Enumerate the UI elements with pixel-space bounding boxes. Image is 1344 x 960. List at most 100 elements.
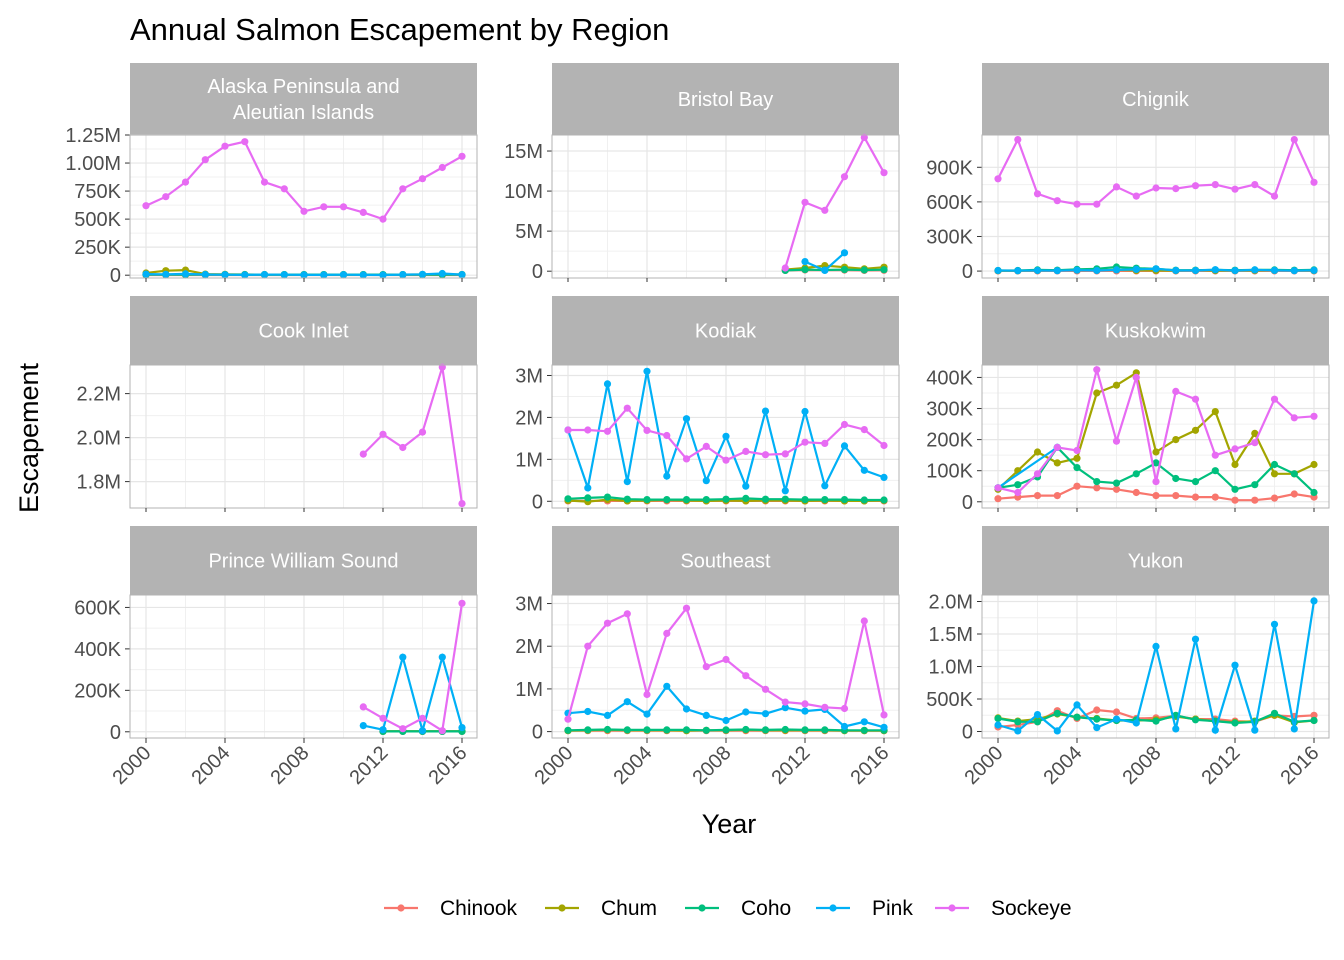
data-point-sockeye: [1132, 373, 1140, 381]
data-point-pink: [1172, 266, 1180, 275]
data-point-sockeye: [682, 604, 691, 612]
data-point-coho: [994, 714, 1002, 723]
data-point-chinook: [1251, 496, 1259, 504]
data-point-coho: [880, 266, 888, 274]
data-point-coho: [860, 266, 868, 274]
data-point-coho: [1093, 478, 1101, 486]
facet-strip-label: Bristol Bay: [678, 89, 774, 111]
data-point-coho: [1211, 467, 1219, 475]
data-point-coho: [821, 496, 829, 504]
y-tick-label: 2.0M: [77, 428, 121, 450]
y-tick-label: 5M: [515, 221, 543, 243]
y-tick-label: 0: [532, 491, 543, 513]
data-point-pink: [1211, 726, 1219, 734]
data-point-coho: [1231, 485, 1239, 493]
data-point-coho: [603, 725, 612, 734]
data-point-sockeye: [761, 451, 770, 459]
data-point-sockeye: [840, 420, 849, 429]
data-point-pink: [458, 271, 466, 279]
facet-strip-label: Cook Inlet: [258, 321, 348, 343]
data-point-pink: [1033, 266, 1042, 275]
data-point-chinook: [1073, 482, 1081, 490]
data-point-sockeye: [359, 703, 367, 711]
data-point-coho: [761, 495, 770, 503]
series-line-sockeye: [784, 135, 885, 269]
data-point-pink: [1290, 725, 1298, 733]
data-point-sockeye: [1014, 136, 1022, 144]
data-point-sockeye: [1053, 197, 1061, 205]
y-tick-label: 600K: [74, 597, 121, 619]
data-point-chinook: [1093, 706, 1101, 714]
data-point-coho: [1270, 460, 1279, 469]
data-point-coho: [1014, 481, 1022, 489]
data-point-sockeye: [418, 714, 427, 722]
data-point-coho: [1132, 470, 1140, 478]
data-point-pink: [1251, 266, 1259, 274]
y-tick-label: 100K: [926, 461, 973, 483]
x-tick-label: 2000: [961, 742, 1008, 789]
y-tick-label: 400K: [926, 367, 973, 389]
data-point-coho: [682, 726, 691, 734]
data-point-sockeye: [781, 450, 789, 458]
data-point-chinook: [1172, 492, 1180, 500]
data-point-pink: [702, 711, 710, 720]
y-axis-label: Escapement: [14, 362, 44, 513]
panel-prince-william-sound: Prince William Sound 0 200K 400K 600K 2000 200…: [74, 526, 478, 789]
data-point-chinook: [1132, 488, 1140, 497]
data-point-chum: [1172, 436, 1180, 444]
data-point-sockeye: [801, 700, 809, 708]
y-tick-label: 250K: [74, 237, 121, 259]
data-point-pink: [603, 711, 612, 720]
y-tick-label: 300K: [926, 399, 973, 421]
x-tick-label: 2012: [346, 742, 393, 789]
data-point-sockeye: [260, 178, 269, 186]
x-tick-label: 2016: [425, 742, 472, 789]
data-point-pink: [418, 727, 427, 735]
data-point-coho: [1053, 709, 1061, 717]
y-tick-label: 900K: [926, 157, 973, 179]
data-point-coho: [564, 726, 572, 734]
data-point-sockeye: [722, 456, 730, 464]
facet-strip: [130, 526, 477, 595]
data-point-chinook: [1290, 490, 1298, 498]
data-point-sockeye: [603, 619, 612, 627]
data-point-pink: [300, 271, 308, 279]
panel-chignik: Chignik 0 300K 600K 900K: [926, 63, 1330, 283]
data-point-pink: [584, 707, 592, 716]
data-point-sockeye: [399, 725, 407, 733]
x-tick-label: 2016: [847, 742, 894, 789]
data-point-pink: [994, 721, 1002, 729]
data-point-pink: [399, 271, 407, 279]
data-point-pink: [260, 271, 269, 279]
data-point-pink: [438, 269, 446, 278]
data-point-sockeye: [399, 185, 407, 193]
x-tick-label: 2000: [109, 742, 156, 789]
data-point-sockeye: [702, 442, 710, 450]
legend-label: Coho: [741, 897, 791, 920]
data-point-chinook: [1211, 493, 1219, 501]
facet-strip-label: Alaska Peninsula and: [207, 76, 399, 98]
data-point-pink: [860, 718, 868, 726]
data-point-pink: [1033, 711, 1042, 719]
data-point-sockeye: [438, 163, 446, 172]
data-point-sockeye: [1191, 182, 1200, 190]
y-tick-label: 2M: [515, 407, 543, 429]
data-point-sockeye: [280, 185, 288, 193]
facet-strip-label: Yukon: [1128, 551, 1184, 573]
data-point-sockeye: [1073, 446, 1081, 455]
legend-label: Chinook: [440, 897, 518, 920]
data-point-sockeye: [742, 672, 750, 680]
data-point-pink: [840, 249, 849, 257]
data-point-coho: [623, 495, 631, 503]
data-point-pink: [1231, 267, 1239, 275]
data-point-sockeye: [821, 206, 829, 214]
data-point-coho: [1093, 715, 1101, 723]
x-tick-label: 2012: [768, 742, 815, 789]
data-point-pink: [1053, 267, 1061, 275]
data-point-sockeye: [458, 500, 466, 508]
data-point-coho: [643, 726, 651, 734]
legend-item-pink: Pink: [816, 897, 913, 920]
panel-kuskokwim: Kuskokwim 0 100K 200K 300K 400K: [926, 296, 1330, 514]
data-point-pink: [1014, 267, 1022, 275]
data-point-sockeye: [1014, 488, 1022, 497]
